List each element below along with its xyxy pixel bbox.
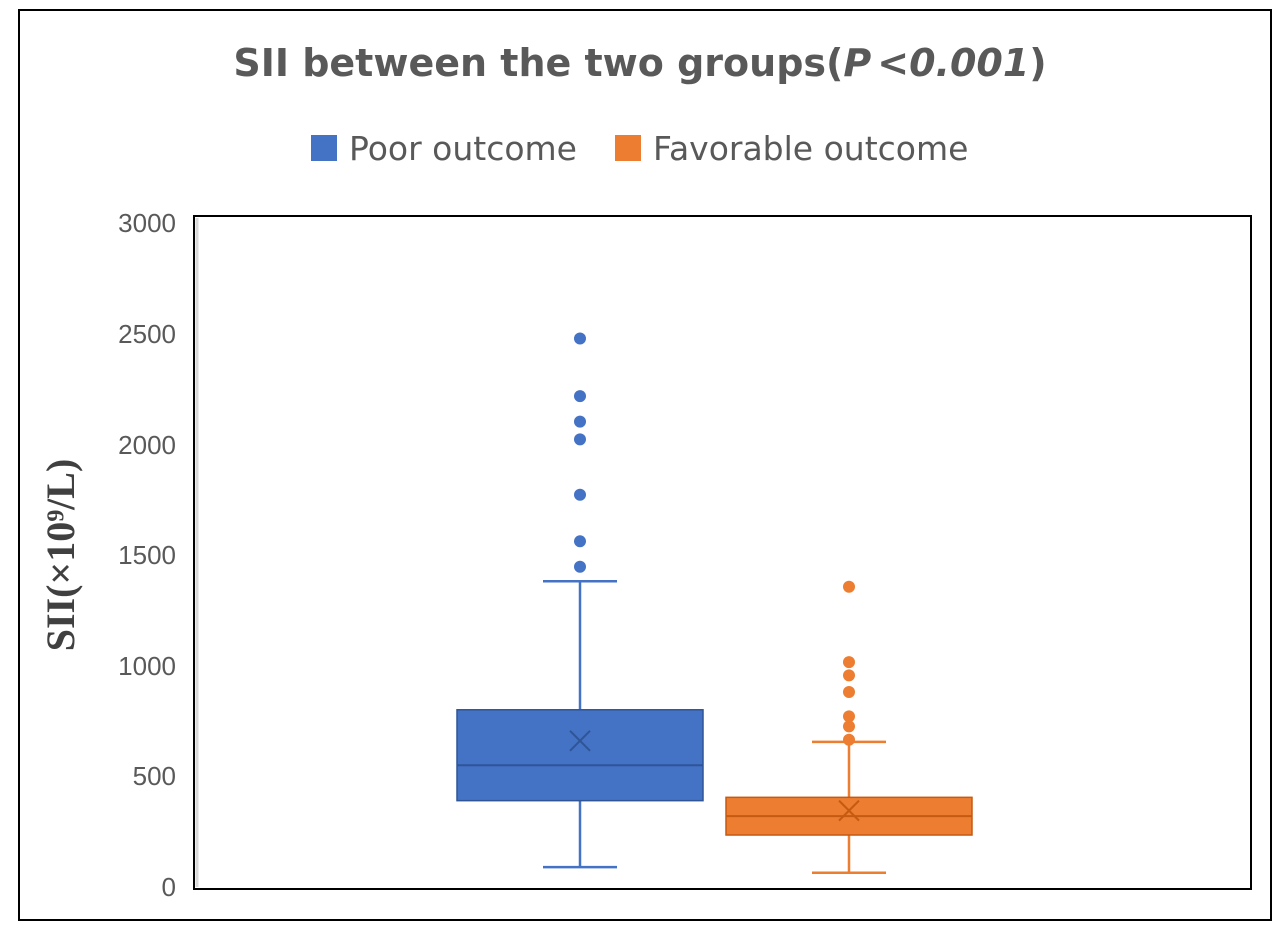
outlier-point-favorable [843,710,855,723]
y-tick-label: 1000 [118,651,176,681]
y-tick-label: 1500 [118,540,176,570]
outlier-point-poor [574,390,586,403]
outlier-point-poor [574,560,586,573]
y-axis-title: SII(×10⁹/L) [38,459,83,652]
outlier-point-poor [574,535,586,548]
y-axis-ticks: 3000 2500 2000 1500 1000 500 0 [118,208,176,902]
outlier-point-favorable [843,720,855,733]
y-tick-label: 2000 [118,430,176,460]
y-tick-label: 0 [162,872,176,902]
y-tick-label: 2500 [118,319,176,349]
outlier-point-favorable [843,686,855,699]
mean-marker-favorable [838,799,860,822]
legend-swatch-favorable [615,135,641,161]
outlier-point-poor [574,415,586,428]
outlier-point-favorable [843,669,855,682]
outlier-point-favorable [843,656,855,669]
chart-title: SII between the two groups(P <0.001) [233,41,1046,85]
legend-swatch-poor [311,135,337,161]
outlier-point-poor [574,332,586,345]
outlier-point-poor [574,433,586,446]
y-tick-label: 500 [133,761,176,791]
legend-label-poor: Poor outcome [349,129,577,168]
mean-marker-poor [569,730,591,752]
box-plot-series [456,332,973,874]
outlier-point-favorable [843,580,855,593]
box-poor [456,709,704,802]
outlier-point-poor [574,488,586,501]
y-tick-label: 3000 [118,208,176,238]
outlier-point-favorable [843,733,855,746]
plot-area [193,215,1252,890]
legend-label-favorable: Favorable outcome [653,129,968,168]
legend: Poor outcome Favorable outcome [311,129,968,168]
